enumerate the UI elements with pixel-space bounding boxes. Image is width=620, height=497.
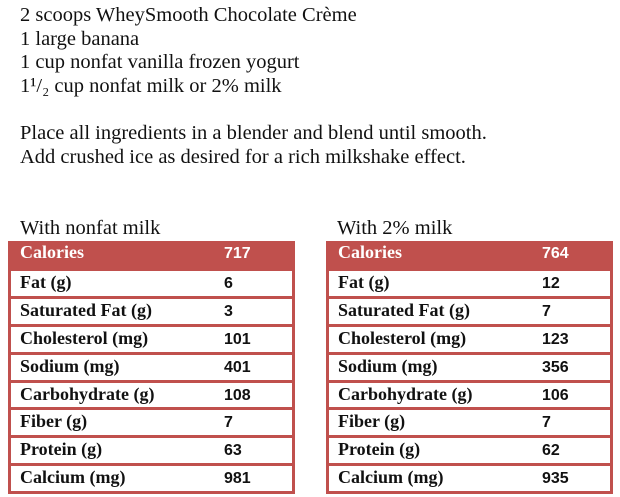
ingredient-item: 1 cup nonfat vanilla frozen yogurt — [20, 51, 300, 73]
nutrient-value: 7 — [542, 302, 551, 320]
table-header-row: Calories 717 — [11, 241, 292, 268]
two-percent-table-caption: With 2% milk — [337, 217, 453, 239]
nutrient-label: Fiber (g) — [338, 411, 406, 432]
nutrient-value: 935 — [542, 470, 569, 488]
table-row: Cholesterol (mg) 101 — [11, 326, 292, 352]
table-row: Fat (g) 6 — [11, 271, 292, 296]
nutrient-value: 106 — [542, 386, 569, 404]
nutrient-value: 101 — [224, 330, 251, 348]
nutrient-value: 123 — [542, 330, 569, 348]
table-row: Saturated Fat (g) 3 — [11, 298, 292, 324]
table-row: Fat (g) 12 — [329, 271, 610, 296]
nutrient-label: Cholesterol (mg) — [338, 327, 467, 348]
nutrient-label: Calories — [338, 242, 402, 262]
nutrient-label: Carbohydrate (g) — [20, 383, 155, 404]
nutrient-value: 7 — [542, 414, 551, 432]
table-row: Cholesterol (mg) 123 — [329, 326, 610, 352]
nutrient-value: 108 — [224, 386, 251, 404]
table-row: Carbohydrate (g) 108 — [11, 382, 292, 408]
nutrient-label: Calories — [20, 242, 84, 262]
two-percent-nutrition-table: Calories 764 Fat (g) 12 Saturated Fat (g) 7 Ch… — [326, 241, 613, 495]
table-row: Carbohydrate (g) 106 — [329, 382, 610, 408]
nutrient-value: 63 — [224, 442, 242, 460]
nutrient-value: 981 — [224, 470, 251, 488]
table-row: Sodium (mg) 356 — [329, 354, 610, 380]
nutrient-value: 356 — [542, 358, 569, 376]
table-row: Calcium (mg) 935 — [329, 466, 610, 492]
nutrient-label: Sodium (mg) — [338, 355, 438, 376]
nutrient-value: 717 — [224, 245, 251, 262]
nutrient-label: Sodium (mg) — [20, 355, 120, 376]
nutrient-label: Fiber (g) — [20, 411, 88, 432]
nutrient-value: 3 — [224, 302, 233, 320]
nutrient-value: 62 — [542, 442, 560, 460]
table-row: Fiber (g) 7 — [11, 410, 292, 436]
nutrient-label: Saturated Fat (g) — [338, 299, 470, 320]
table-row: Protein (g) 62 — [329, 438, 610, 464]
nutrient-label: Protein (g) — [20, 439, 103, 460]
nutrient-value: 7 — [224, 414, 233, 432]
nutrient-label: Protein (g) — [338, 439, 421, 460]
ingredient-item: 2 scoops WheySmooth Chocolate Crème — [20, 4, 357, 26]
table-row: Calcium (mg) 981 — [11, 466, 292, 492]
instruction-line: Place all ingredients in a blender and b… — [20, 122, 487, 144]
nonfat-nutrition-table: Calories 717 Fat (g) 6 Saturated Fat (g) 3 Cho… — [8, 241, 295, 495]
table-row: Sodium (mg) 401 — [11, 354, 292, 380]
nutrient-label: Cholesterol (mg) — [20, 327, 149, 348]
nutrient-label: Fat (g) — [20, 272, 72, 292]
nutrient-label: Fat (g) — [338, 272, 390, 292]
instruction-line: Add crushed ice as desired for a rich mi… — [20, 146, 466, 168]
nutrient-label: Calcium (mg) — [338, 467, 444, 488]
table-row: Protein (g) 63 — [11, 438, 292, 464]
nutrient-label: Carbohydrate (g) — [338, 383, 473, 404]
nutrient-value: 764 — [542, 245, 569, 262]
nutrient-value: 401 — [224, 358, 251, 376]
nutrient-value: 6 — [224, 275, 233, 292]
table-row: Saturated Fat (g) 7 — [329, 298, 610, 324]
nutrient-label: Saturated Fat (g) — [20, 299, 152, 320]
ingredient-item: 1¹/₂ cup nonfat milk or 2% milk — [20, 75, 282, 97]
ingredient-item: 1 large banana — [20, 28, 140, 50]
nutrient-label: Calcium (mg) — [20, 467, 126, 488]
table-header-row: Calories 764 — [329, 241, 610, 268]
table-row: Fiber (g) 7 — [329, 410, 610, 436]
nonfat-table-caption: With nonfat milk — [20, 217, 161, 239]
nutrient-value: 12 — [542, 275, 560, 292]
